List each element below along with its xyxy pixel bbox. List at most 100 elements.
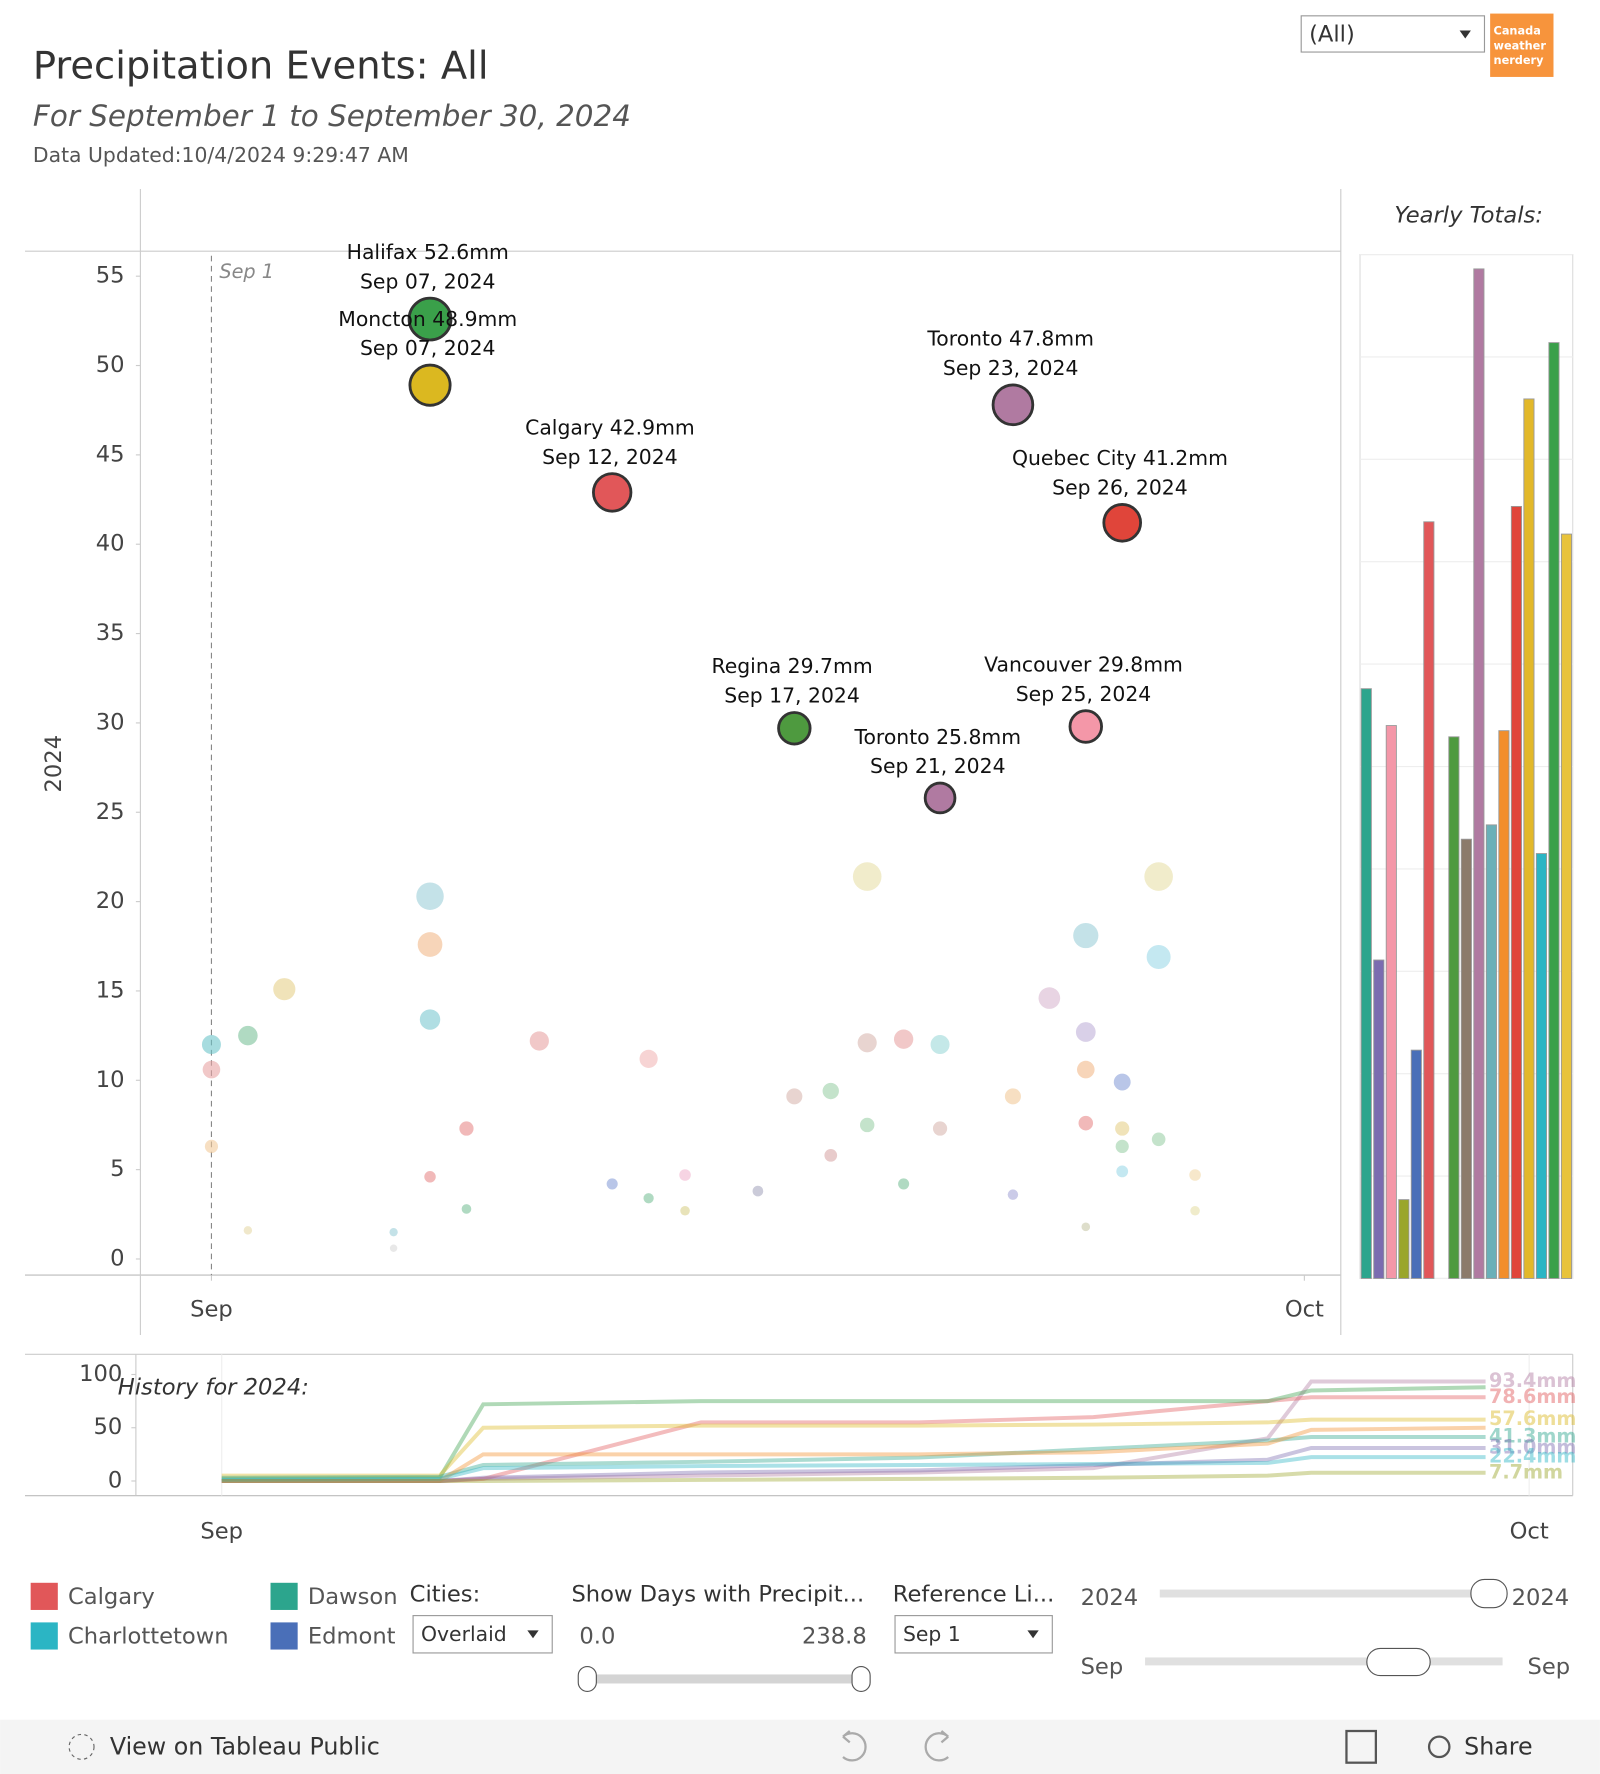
background-event: [389, 1244, 398, 1252]
event-point: [1102, 502, 1143, 543]
y-tick-label: 0: [108, 1467, 122, 1493]
background-event: [424, 1171, 436, 1183]
legend-swatch: [30, 1582, 58, 1610]
event-date: Sep 26, 2024: [1052, 476, 1188, 500]
year-from: 2024: [1081, 1585, 1139, 1611]
event-point: [408, 363, 452, 407]
filter-dropdown[interactable]: [1300, 15, 1486, 53]
share-button[interactable]: Share: [1464, 1732, 1533, 1760]
x-tick-label: Oct: [1510, 1518, 1549, 1544]
bar-title: Yearly Totals:: [1394, 203, 1542, 229]
logo-text: nerdery: [1494, 54, 1545, 67]
event-point: [991, 383, 1035, 427]
year-slider-track[interactable]: [1159, 1589, 1500, 1598]
dropdown-value[interactable]: Overlaid: [421, 1622, 507, 1646]
share-icon[interactable]: [1427, 1735, 1451, 1759]
event-label: Quebec City 41.2mm: [1012, 446, 1228, 470]
y-tick-label: 0: [110, 1245, 124, 1271]
background-event: [1115, 1121, 1130, 1136]
tableau-link[interactable]: View on Tableau Public: [110, 1732, 380, 1760]
background-event: [606, 1178, 618, 1190]
legend-swatch: [270, 1622, 298, 1650]
bar: [1398, 1199, 1410, 1279]
y-tick-label: 50: [96, 352, 125, 378]
year-to: 2024: [1512, 1585, 1570, 1611]
event-date: Sep 07, 2024: [360, 336, 496, 360]
logo-text: weather: [1494, 39, 1547, 52]
event-point: [592, 472, 633, 513]
event-date: Sep 25, 2024: [1016, 682, 1152, 706]
redo-icon[interactable]: [924, 1730, 949, 1762]
background-event: [932, 1121, 948, 1136]
background-event: [786, 1088, 803, 1105]
undo-icon[interactable]: [842, 1730, 867, 1762]
dropdown-arrow: [1459, 30, 1471, 39]
filter-value[interactable]: (All): [1309, 22, 1355, 48]
event-label: Moncton 48.9mm: [338, 307, 517, 331]
y-tick-label: 10: [96, 1067, 125, 1093]
legend-label[interactable]: Charlottetown: [68, 1624, 229, 1650]
background-event: [459, 1121, 474, 1136]
bar: [1385, 725, 1397, 1279]
background-event: [389, 1228, 398, 1237]
y-tick-label: 15: [96, 977, 125, 1003]
bar: [1360, 688, 1372, 1279]
legend-label[interactable]: Calgary: [68, 1584, 155, 1610]
background-event: [419, 1009, 441, 1030]
slider-handle[interactable]: [577, 1665, 597, 1692]
end-label: 78.6mm: [1489, 1385, 1576, 1408]
event-label: Toronto 47.8mm: [926, 327, 1094, 351]
year-slider-handle[interactable]: [1470, 1578, 1508, 1609]
bar: [1373, 959, 1385, 1279]
slider-handle[interactable]: [851, 1665, 871, 1692]
legend-label[interactable]: Dawson: [308, 1584, 398, 1610]
background-event: [1004, 1088, 1021, 1105]
month-slider-track[interactable]: [1145, 1657, 1503, 1666]
bar: [1548, 342, 1560, 1279]
event-label: Toronto 25.8mm: [853, 725, 1021, 749]
event-date: Sep 21, 2024: [870, 754, 1006, 778]
background-event: [1007, 1189, 1019, 1200]
background-event: [1116, 1165, 1129, 1178]
background-event: [1115, 1139, 1129, 1154]
history-line: [221, 1379, 1486, 1483]
end-label: 22.4mm: [1489, 1445, 1576, 1468]
reference-dropdown[interactable]: [894, 1615, 1053, 1654]
background-event: [1081, 1222, 1091, 1232]
logo-text: Canada: [1494, 25, 1541, 38]
background-event: [679, 1169, 691, 1181]
month-to: Sep: [1527, 1654, 1570, 1680]
history-line: [221, 1445, 1486, 1483]
end-label: 93.4mm: [1489, 1369, 1576, 1392]
legend-label[interactable]: Edmont: [308, 1624, 396, 1650]
updated: Data Updated:10/4/2024 9:29:47 AM: [33, 143, 409, 167]
bar: [1423, 521, 1435, 1279]
y-tick-label: 25: [96, 799, 125, 825]
background-event: [273, 978, 296, 1001]
dropdown-value[interactable]: Sep 1: [903, 1622, 961, 1646]
y-tick-label: 100: [79, 1361, 122, 1387]
cities-dropdown[interactable]: [412, 1615, 553, 1654]
background-event: [824, 1148, 838, 1162]
background-event: [1113, 1073, 1131, 1091]
bar: [1510, 505, 1522, 1279]
bar: [1560, 533, 1573, 1279]
event-point: [777, 711, 812, 746]
month-slider-handle[interactable]: [1366, 1647, 1431, 1677]
event-point: [1068, 709, 1103, 744]
y-axis-title: 2024: [41, 735, 67, 793]
event-label: Halifax 52.6mm: [347, 240, 509, 264]
fullscreen-icon[interactable]: [1345, 1729, 1378, 1764]
background-event: [529, 1031, 549, 1051]
history-line: [221, 1470, 1486, 1483]
control-label: Cities:: [410, 1582, 481, 1608]
bar: [1460, 838, 1472, 1279]
month-from: Sep: [1081, 1654, 1124, 1680]
toolbar: [0, 1719, 1600, 1774]
end-label: 7.7mm: [1489, 1460, 1563, 1483]
background-event: [1189, 1169, 1201, 1181]
background-event: [416, 882, 444, 910]
slider-track[interactable]: [586, 1674, 863, 1684]
logo: [1490, 13, 1554, 77]
end-label: 31.0mm: [1489, 1435, 1576, 1458]
